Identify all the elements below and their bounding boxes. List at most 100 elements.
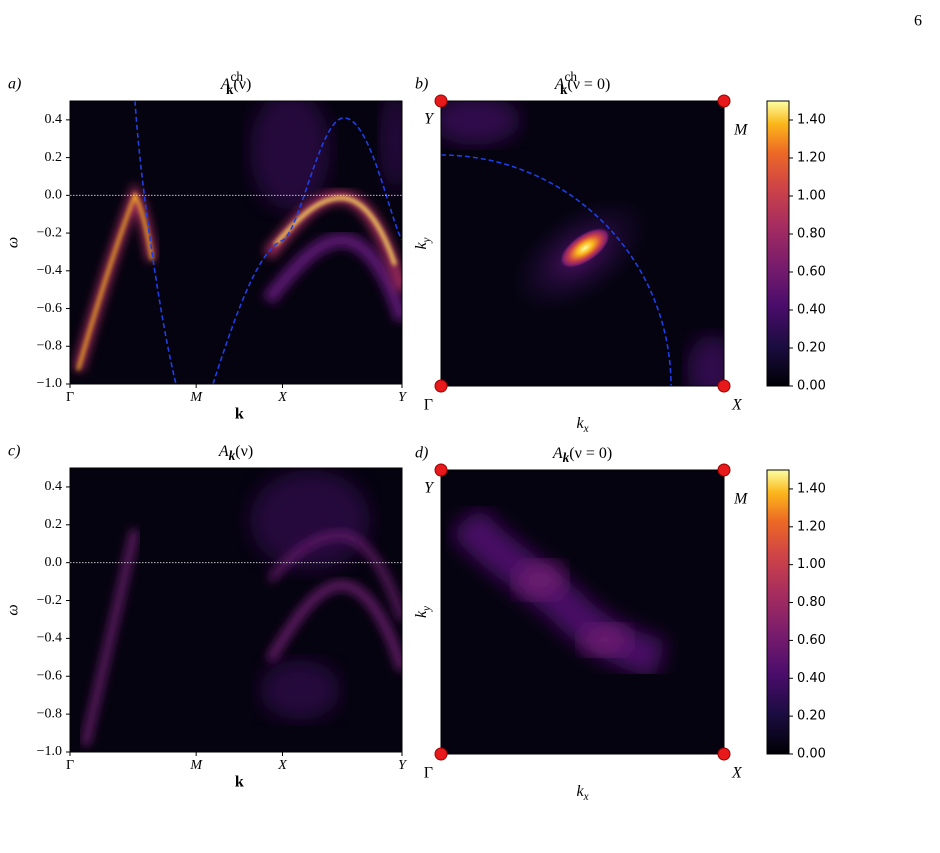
x-tick-label: X bbox=[277, 758, 287, 773]
panel-title-base: A bbox=[220, 76, 231, 93]
y-axis-label: ky bbox=[413, 237, 433, 249]
corner-label: M bbox=[733, 122, 749, 139]
corner-label: Y bbox=[424, 111, 435, 128]
y-axis-label-base: k bbox=[413, 610, 430, 618]
y-axis-label: ω bbox=[5, 604, 22, 615]
y-tick-label: 0.4 bbox=[45, 479, 63, 494]
y-tick-label: −1.0 bbox=[37, 744, 62, 759]
corner-label: X bbox=[731, 765, 743, 782]
high-symmetry-point bbox=[717, 94, 731, 108]
high-symmetry-point bbox=[717, 379, 731, 393]
y-tick-label: −0.8 bbox=[37, 338, 62, 353]
colorbar-tick-label: 0.00 bbox=[797, 379, 826, 394]
high-symmetry-point bbox=[717, 747, 731, 761]
corner-label: Γ bbox=[424, 397, 433, 414]
colorbar-tick-label: 0.60 bbox=[797, 633, 826, 648]
high-symmetry-point bbox=[717, 463, 731, 477]
y-tick-label: −0.6 bbox=[37, 668, 62, 683]
colorbar-tick-label: 1.40 bbox=[797, 113, 826, 128]
colorbar-tick-label: 1.00 bbox=[797, 189, 826, 204]
x-tick-label: M bbox=[189, 390, 203, 405]
y-tick-label: −0.4 bbox=[37, 631, 62, 646]
panel-title: Ak(ν) bbox=[218, 443, 253, 463]
x-tick-label: M bbox=[189, 758, 203, 773]
x-axis-label: kx bbox=[576, 415, 588, 435]
y-axis-label-base: k bbox=[413, 242, 430, 250]
x-tick-label: Y bbox=[398, 758, 408, 773]
x-tick-label: Γ bbox=[66, 390, 74, 405]
x-axis-label-base: k bbox=[576, 783, 584, 800]
panel-title-sup: ch bbox=[564, 69, 577, 84]
panel-title-sub: k bbox=[563, 450, 570, 465]
axes-frame bbox=[69, 467, 403, 753]
colorbar-tick-label: 0.40 bbox=[797, 303, 826, 318]
panel-title-base: A bbox=[218, 443, 229, 460]
panel-title-sub: k bbox=[560, 82, 568, 97]
colorbar-tick-label: 0.60 bbox=[797, 265, 826, 280]
y-tick-label: −0.4 bbox=[37, 263, 62, 278]
x-axis-label-sub: x bbox=[583, 423, 589, 435]
y-tick-label: 0.0 bbox=[45, 555, 63, 570]
heatmap-c bbox=[70, 468, 402, 752]
y-tick-label: −0.2 bbox=[37, 593, 62, 608]
y-tick-label: −1.0 bbox=[37, 376, 62, 391]
heatmap-b bbox=[441, 101, 724, 386]
x-tick-label: Γ bbox=[66, 758, 74, 773]
colorbar bbox=[766, 100, 790, 387]
panel-title: Ach k(ν = 0) bbox=[554, 69, 611, 97]
colorbar-tick-label: 1.20 bbox=[797, 519, 826, 534]
y-tick-label: 0.2 bbox=[45, 150, 63, 165]
panel-title-base: A bbox=[552, 445, 563, 462]
y-axis-label-sub: y bbox=[421, 237, 433, 243]
y-axis-label-sub: y bbox=[421, 606, 433, 612]
x-axis-label: k bbox=[235, 406, 244, 423]
y-tick-label: 0.0 bbox=[45, 188, 63, 203]
x-axis-label: k bbox=[235, 774, 244, 791]
y-axis-label: ω bbox=[5, 237, 22, 248]
panel-title-arg: (ν = 0) bbox=[567, 76, 610, 93]
colorbar-tick-label: 0.00 bbox=[797, 747, 826, 762]
heatmap-a bbox=[70, 101, 402, 384]
x-axis-label-base: k bbox=[576, 415, 584, 432]
y-tick-label: −0.6 bbox=[37, 301, 62, 316]
high-symmetry-point bbox=[434, 747, 448, 761]
panel-title-arg: (ν = 0) bbox=[569, 445, 612, 462]
x-axis-label: kx bbox=[576, 783, 588, 803]
corner-label: X bbox=[731, 397, 743, 414]
high-symmetry-point bbox=[434, 463, 448, 477]
heatmap-d bbox=[441, 470, 724, 754]
y-tick-label: −0.8 bbox=[37, 706, 62, 721]
panel-label: b) bbox=[415, 76, 428, 93]
panel-title-sub: k bbox=[229, 448, 236, 463]
x-tick-label: Y bbox=[398, 390, 408, 405]
axes-frame bbox=[69, 100, 403, 385]
y-tick-label: −0.2 bbox=[37, 225, 62, 240]
high-symmetry-point bbox=[434, 379, 448, 393]
page-number: 6 bbox=[914, 13, 922, 30]
panel-title: Ak(ν = 0) bbox=[552, 445, 612, 465]
colorbar-tick-label: 0.80 bbox=[797, 595, 826, 610]
axes-frame bbox=[440, 469, 725, 755]
colorbar-tick-label: 1.40 bbox=[797, 481, 826, 496]
colorbar bbox=[766, 469, 790, 755]
y-axis-label: ky bbox=[413, 606, 433, 618]
panel-title-sub: k bbox=[226, 82, 234, 97]
colorbar-tick-label: 0.20 bbox=[797, 709, 826, 724]
x-axis-label-sub: x bbox=[583, 791, 589, 803]
x-tick-label: X bbox=[277, 390, 287, 405]
colorbar-tick-label: 1.00 bbox=[797, 557, 826, 572]
corner-label: Γ bbox=[424, 765, 433, 782]
panel-title-arg: (ν) bbox=[235, 443, 253, 460]
corner-label: M bbox=[733, 491, 749, 508]
colorbar-tick-label: 0.80 bbox=[797, 227, 826, 242]
panel-label: a) bbox=[8, 76, 21, 93]
axes-frame bbox=[440, 100, 725, 387]
y-tick-label: 0.2 bbox=[45, 517, 63, 532]
colorbar-tick-label: 1.20 bbox=[797, 151, 826, 166]
panel-title-arg: (ν) bbox=[233, 76, 251, 93]
panel-label: d) bbox=[415, 445, 428, 462]
panel-title-base: A bbox=[554, 76, 565, 93]
panel-title: Ach k(ν) bbox=[220, 69, 252, 97]
corner-label: Y bbox=[424, 480, 435, 497]
